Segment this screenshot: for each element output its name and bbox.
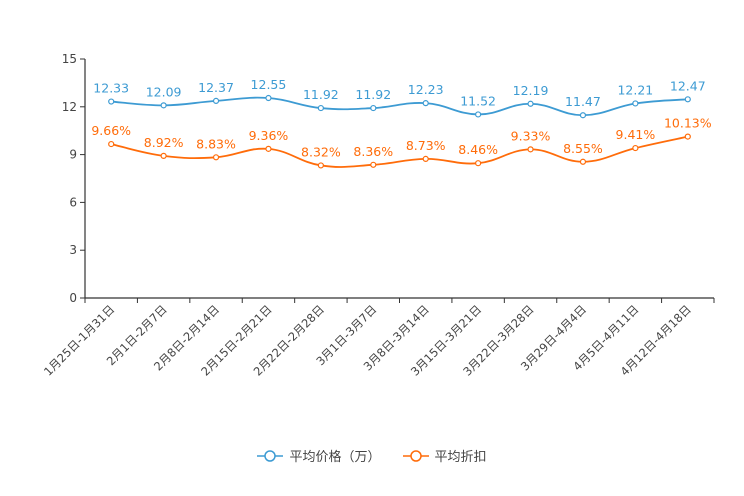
legend-label-discount: 平均折扣: [434, 450, 487, 465]
y-tick-label: 0: [69, 291, 77, 305]
data-label: 11.52: [460, 93, 496, 108]
legend-item-price[interactable]: 平均价格（万）: [257, 446, 381, 465]
data-point: [632, 144, 639, 152]
data-point: [475, 160, 482, 167]
data-label: 8.46%: [458, 142, 498, 157]
legend-marker-price-icon: [257, 449, 284, 462]
x-tick-label: 1月25日-1月31日: [41, 302, 117, 378]
y-tick-label: 9: [69, 148, 77, 162]
data-label: 9.66%: [91, 123, 131, 138]
data-point: [684, 96, 691, 103]
data-label: 9.33%: [511, 128, 551, 143]
data-label: 12.23: [408, 82, 444, 97]
data-point: [108, 140, 115, 148]
data-point: [527, 100, 534, 107]
data-label: 12.37: [198, 80, 234, 95]
data-point: [370, 161, 377, 168]
data-label: 9.41%: [616, 127, 656, 142]
series-line-1: [111, 135, 688, 168]
data-label: 8.36%: [353, 144, 393, 159]
data-label: 11.47: [565, 94, 601, 109]
data-label: 11.92: [303, 87, 339, 102]
data-point: [160, 102, 167, 109]
data-label: 8.92%: [144, 135, 184, 150]
legend-label-price: 平均价格（万）: [289, 450, 381, 465]
data-point: [160, 152, 167, 159]
data-point: [422, 155, 429, 163]
data-label: 12.21: [617, 82, 653, 97]
data-label: 12.33: [93, 81, 129, 96]
data-label: 8.32%: [301, 144, 341, 159]
y-tick-label: 15: [62, 52, 77, 66]
data-point: [212, 154, 220, 161]
series-line-0: [111, 96, 688, 117]
y-tick-label: 12: [62, 100, 77, 114]
data-point: [422, 100, 429, 107]
legend-item-discount[interactable]: 平均折扣: [402, 446, 487, 465]
data-point: [317, 104, 324, 112]
data-label: 9.36%: [249, 128, 289, 143]
data-point: [265, 94, 272, 102]
data-point: [579, 158, 587, 165]
data-label: 8.83%: [196, 136, 236, 151]
legend: 平均价格（万） 平均折扣: [0, 446, 744, 465]
data-label: 10.13%: [664, 116, 712, 131]
y-tick-label: 6: [69, 195, 77, 209]
data-point: [632, 100, 639, 107]
data-point: [684, 133, 691, 140]
data-point: [370, 104, 377, 112]
data-label: 12.09: [146, 84, 182, 99]
data-point: [212, 97, 220, 105]
line-chart: 036912151月25日-1月31日2月1日-2月7日2月8日-2月14日2月…: [41, 52, 715, 379]
data-point: [317, 162, 324, 169]
data-label: 11.92: [355, 87, 391, 102]
data-point: [579, 112, 587, 119]
legend-marker-discount-icon: [402, 449, 429, 462]
data-label: 8.73%: [406, 138, 446, 153]
y-tick-label: 3: [69, 243, 77, 257]
data-label: 12.55: [251, 77, 287, 92]
data-point: [475, 111, 482, 118]
data-point: [108, 98, 115, 105]
data-label: 12.19: [513, 83, 549, 98]
data-label: 8.55%: [563, 141, 603, 156]
data-point: [527, 146, 534, 153]
data-label: 12.47: [670, 78, 706, 93]
data-point: [265, 145, 272, 152]
